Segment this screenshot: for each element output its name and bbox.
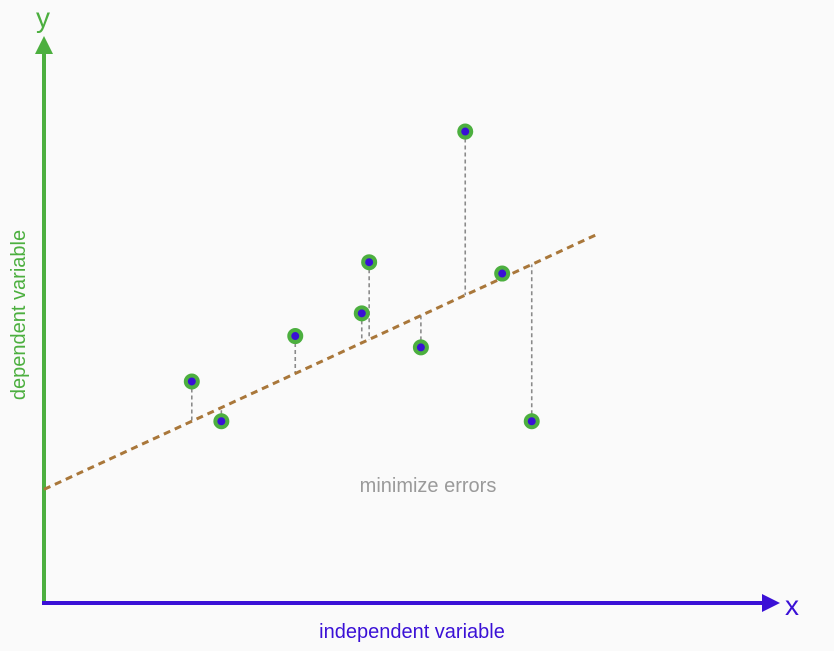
x-axis-label: independent variable bbox=[319, 621, 505, 643]
regression-line bbox=[43, 232, 599, 491]
data-point bbox=[213, 413, 230, 430]
data-points bbox=[183, 123, 540, 430]
data-point-core bbox=[498, 269, 507, 278]
residual-lines bbox=[191, 131, 533, 422]
data-point bbox=[287, 328, 304, 345]
y-axis-letter: y bbox=[36, 2, 50, 33]
data-point-core bbox=[416, 343, 425, 352]
y-axis-label: dependent variable bbox=[8, 230, 30, 400]
regression-line-group bbox=[43, 232, 599, 491]
data-point-core bbox=[357, 309, 366, 318]
minimize-errors-annotation: minimize errors bbox=[360, 475, 497, 497]
data-point-core bbox=[527, 417, 536, 426]
data-point bbox=[361, 254, 378, 271]
data-point-core bbox=[365, 258, 374, 267]
data-point bbox=[412, 339, 429, 356]
data-point bbox=[353, 305, 370, 322]
data-point-core bbox=[187, 377, 196, 386]
data-point-core bbox=[291, 332, 300, 341]
x-axis-arrowhead bbox=[762, 594, 780, 612]
data-point-core bbox=[461, 127, 470, 136]
data-point bbox=[183, 373, 200, 390]
data-point bbox=[523, 413, 540, 430]
x-axis-letter: x bbox=[785, 590, 799, 621]
data-point bbox=[494, 265, 511, 282]
y-axis-arrowhead bbox=[35, 36, 53, 54]
data-point bbox=[457, 123, 474, 140]
data-point-core bbox=[217, 417, 226, 426]
